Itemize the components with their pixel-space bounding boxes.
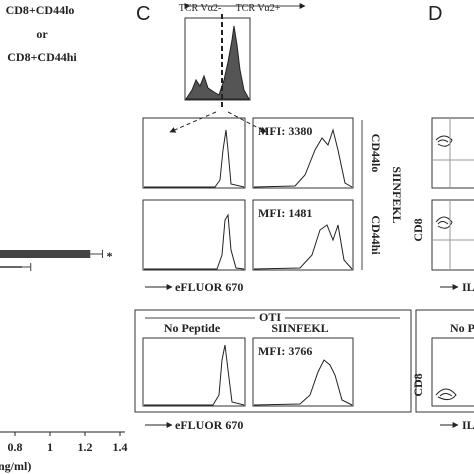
histogram [253,359,353,406]
gate-label: TCR Vα2+ [236,3,281,14]
mfi: MFI: 3380 [258,124,312,138]
axis-label: CD8 [411,218,425,241]
title-line: CD8+CD44hi [7,50,77,64]
histogram [144,129,245,188]
bar [0,250,91,258]
condition: No Peptide [164,321,221,335]
contour-frame [431,337,474,407]
histogram-frame [142,199,246,271]
box-title: No P [450,321,474,335]
histogram-frame [184,17,251,101]
axis-label: CD8 [411,373,425,396]
histogram-frame [142,337,246,407]
gate-arrow [169,111,217,133]
row-label: CD44lo [369,134,383,173]
x-tick-label: 1.2 [78,440,93,454]
gate-arrow [227,111,267,133]
bar [0,266,22,268]
mfi: MFI: 3766 [258,344,312,358]
axis-label: eFLUOR 670 [175,280,243,294]
histogram [253,128,353,188]
panel-b: CD8+CD44lo or CD8+CD44hi ng/ml) 0.8 1 1.2 1… [0,3,128,473]
contour [435,135,453,147]
x-tick-label: 1.4 [113,440,128,454]
histogram [185,25,250,100]
bar-plot: 0.8 1 1.2 1.4 * [0,249,128,454]
axis-label: eFLUOR 670 [175,418,243,432]
histogram-frame [252,117,354,189]
gate-label: TCR Vα2- [179,3,222,14]
oti-title: OTI [259,310,281,324]
contour [435,388,457,401]
panel-d: D CD8 IL No P CD8 IL [411,3,474,432]
histogram-frame [142,117,246,189]
label-bg [255,311,285,323]
x-axis-label: ng/ml) [0,459,31,473]
title-line: or [36,27,48,41]
condition: SIINFEKL [271,321,328,335]
x-tick-label: 1 [47,440,53,454]
title-line: CD8+CD44lo [6,3,75,17]
histogram-frame [252,199,354,271]
histogram [144,344,245,406]
contour [435,216,453,229]
contour-frame [431,117,474,189]
axis-label: IL [462,280,474,294]
significance: * [107,249,113,263]
panel-label: C [136,3,150,25]
mfi: MFI: 1481 [258,206,312,220]
x-tick-label: 0.8 [8,440,23,454]
axis-label: IL [462,418,474,432]
panel-c: C TCR Vα2- TCR Vα2+ MFI: 3380 MFI: 1481 … [134,3,412,432]
histogram-frame [252,337,354,407]
panel-label: D [428,3,442,25]
histogram [253,224,353,270]
group-box [415,309,474,413]
group-label: SIINFEKL [390,166,404,223]
contour-frame [431,199,474,271]
oti-box [134,309,412,413]
row-label: CD44hi [369,215,383,255]
histogram [144,213,245,270]
